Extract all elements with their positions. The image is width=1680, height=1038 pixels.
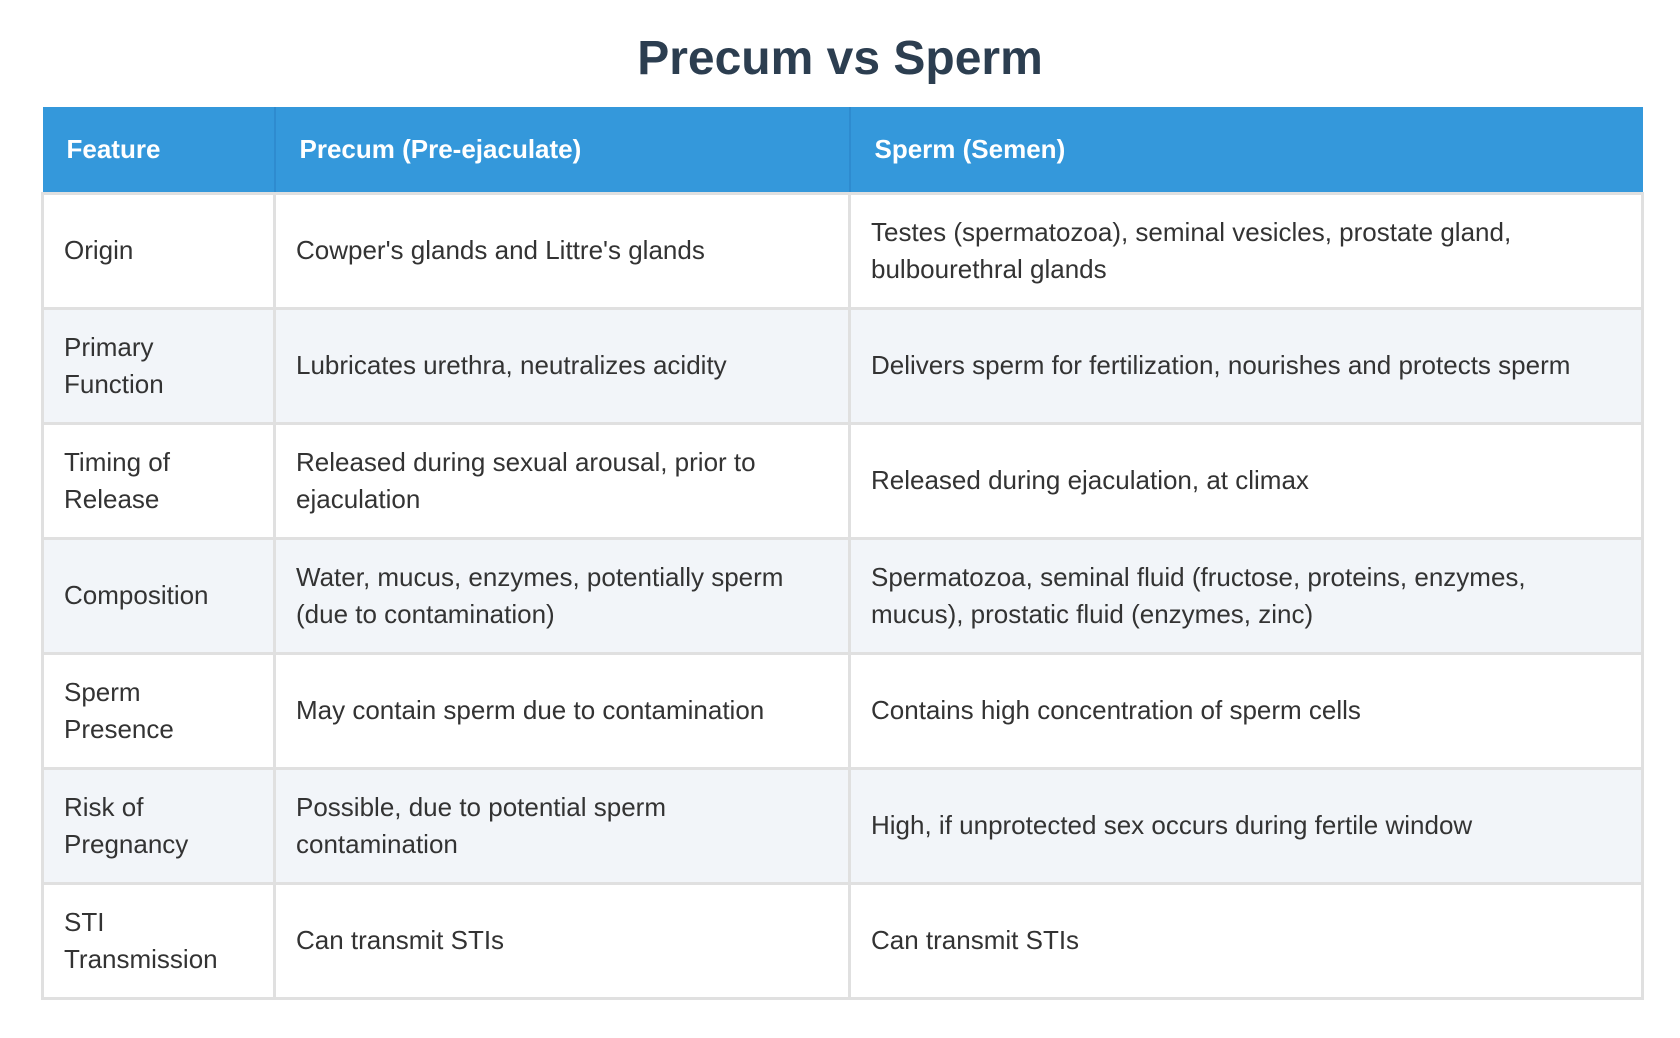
precum-cell: Released during sexual arousal, prior to… (273, 421, 851, 540)
feature-cell: Primary Function (41, 306, 276, 425)
sperm-cell: High, if unprotected sex occurs during f… (848, 766, 1644, 885)
precum-cell: Can transmit STIs (273, 881, 851, 1000)
precum-cell: May contain sperm due to contamination (273, 651, 851, 770)
feature-cell: Sperm Presence (41, 651, 276, 770)
table-row: Composition Water, mucus, enzymes, poten… (41, 536, 1644, 655)
header-sperm: Sperm (Semen) (849, 107, 1643, 193)
header-feature: Feature (42, 107, 276, 193)
sperm-cell: Released during ejaculation, at climax (848, 421, 1644, 540)
feature-cell: STI Transmission (41, 881, 276, 1000)
header-precum: Precum (Pre-ejaculate) (274, 107, 851, 193)
feature-cell: Risk of Pregnancy (41, 766, 276, 885)
sperm-cell: Testes (spermatozoa), seminal vesicles, … (848, 191, 1644, 310)
page-title: Precum vs Sperm (637, 32, 1043, 85)
comparison-table: Feature Precum (Pre-ejaculate) Sperm (Se… (41, 107, 1644, 1000)
precum-cell: Lubricates urethra, neutralizes acidity (273, 306, 851, 425)
comparison-table-container: Feature Precum (Pre-ejaculate) Sperm (Se… (41, 107, 1644, 1000)
sperm-cell: Spermatozoa, seminal fluid (fructose, pr… (848, 536, 1644, 655)
feature-cell: Timing of Release (41, 421, 276, 540)
sperm-cell: Can transmit STIs (848, 881, 1644, 1000)
feature-cell: Origin (41, 191, 276, 310)
table-body: Origin Cowper's glands and Littre's glan… (41, 191, 1644, 1000)
table-header: Feature Precum (Pre-ejaculate) Sperm (Se… (42, 107, 1643, 193)
table-row: STI Transmission Can transmit STIs Can t… (41, 881, 1644, 1000)
precum-cell: Water, mucus, enzymes, potentially sperm… (273, 536, 851, 655)
table-row: Primary Function Lubricates urethra, neu… (41, 306, 1644, 425)
header-row: Feature Precum (Pre-ejaculate) Sperm (Se… (42, 107, 1643, 193)
precum-cell: Cowper's glands and Littre's glands (273, 191, 851, 310)
precum-cell: Possible, due to potential sperm contami… (273, 766, 851, 885)
sperm-cell: Delivers sperm for fertilization, nouris… (848, 306, 1644, 425)
table-row: Sperm Presence May contain sperm due to … (41, 651, 1644, 770)
table-row: Risk of Pregnancy Possible, due to poten… (41, 766, 1644, 885)
sperm-cell: Contains high concentration of sperm cel… (848, 651, 1644, 770)
feature-cell: Composition (41, 536, 276, 655)
table-row: Origin Cowper's glands and Littre's glan… (41, 191, 1644, 310)
table-row: Timing of Release Released during sexual… (41, 421, 1644, 540)
